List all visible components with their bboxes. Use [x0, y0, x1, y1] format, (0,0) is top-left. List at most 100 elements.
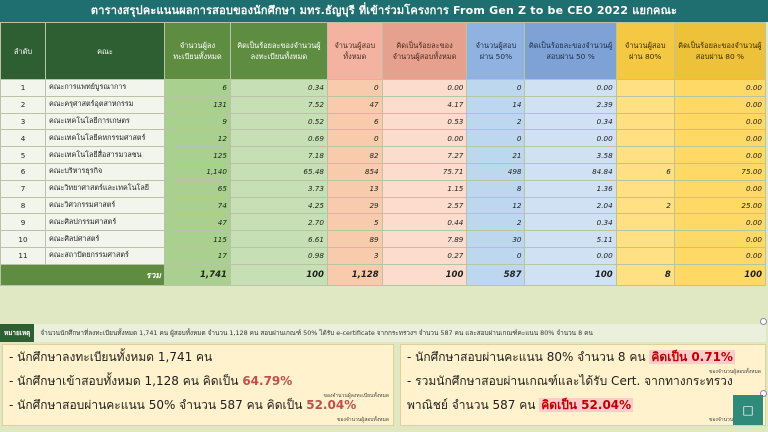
faculty-cell: คณะเทคโนโลยีคหกรรมศาสตร์: [45, 129, 165, 148]
table-cell: 125: [164, 146, 231, 164]
table-cell: 1.36: [524, 179, 617, 198]
table-cell: 0.69: [229, 129, 328, 148]
table-cell: 0.00: [381, 129, 468, 148]
table-cell: 4.17: [381, 95, 468, 114]
header-faculty: คณะ: [45, 22, 165, 80]
faculty-cell: คณะวิทยาศาสตร์และเทคโนโลยี: [45, 179, 165, 198]
table-cell: 4: [0, 129, 46, 148]
summary-line: - นักศึกษาสอบผ่านคะแนน 50% จำนวน 587 คน …: [3, 393, 393, 423]
total-cell: 1,128: [326, 263, 383, 286]
table-cell: 25.00: [673, 196, 767, 215]
table-cell: 2.04: [524, 196, 617, 215]
table-cell: 47: [164, 213, 231, 232]
summary-text: - รวมนักศึกษาสอบผ่านเกณฑ์และได้รับ Cert.…: [407, 374, 733, 388]
summary-subnote: ของจำนวนผู้ลงทะเบียนทั้งหมด: [323, 393, 389, 399]
table-cell: 3: [0, 112, 46, 131]
table-cell: 0.00: [673, 112, 767, 131]
table-cell: 0.00: [673, 213, 767, 232]
table-cell: 14: [466, 95, 526, 114]
table-cell: 0.00: [673, 79, 767, 97]
summary-text: พาณิชย์ จำนวน 587 คน: [407, 398, 540, 412]
table-cell: 3: [326, 246, 383, 265]
table-cell: 2: [0, 95, 46, 114]
table-cell: 0: [466, 246, 526, 265]
table-cell: 4.25: [229, 196, 328, 215]
table-cell: 6: [164, 79, 231, 97]
table-row: 6 คณะบริหารธุรกิจ 1,140 65.48 854 75.71 498 84.…: [0, 162, 767, 181]
table-cell: 2: [466, 213, 526, 232]
total-cell: 100: [524, 263, 617, 286]
header-examined: จำนวนผู้สอบทั้งหมด: [326, 22, 383, 80]
table-cell: 12: [164, 129, 231, 148]
table-cell: 0.00: [673, 129, 767, 148]
table-cell: 8: [466, 179, 526, 198]
summary-line: พาณิชย์ จำนวน 587 คน คิดเป็น 52.04%ของจำ…: [401, 393, 765, 423]
table-header-row: ลำดับ คณะ จำนวนผู้ลงทะเบียนทั้งหมด คิดเป…: [0, 22, 767, 80]
table-cell: 82: [326, 146, 383, 164]
table-cell: [615, 230, 675, 248]
table-cell: [615, 146, 675, 164]
summary-text: - นักศึกษาสอบผ่านคะแนน 50% จำนวน 587 คน …: [9, 398, 307, 412]
table-cell: 0: [466, 79, 526, 97]
table-cell: 0.00: [673, 230, 767, 248]
summary-highlight: 64.79%: [242, 374, 293, 388]
table-cell: 6: [326, 112, 383, 131]
table-cell: 89: [326, 230, 383, 248]
header-pass80-pct: คิดเป็นร้อยละของจำนวนผู้สอบผ่าน 80 %: [673, 22, 767, 80]
table-cell: 65.48: [229, 162, 328, 181]
table-cell: [615, 246, 675, 265]
table-cell: [615, 112, 675, 131]
summary-subnote: ของจำนวนผู้สอบทั้งหมด: [337, 417, 389, 423]
faculty-cell: คณะวิศวกรรมศาสตร์: [45, 196, 165, 215]
table-cell: 0.34: [524, 213, 617, 232]
table-row: 4 คณะเทคโนโลยีคหกรรมศาสตร์ 12 0.69 0 0.00 0 0.0…: [0, 129, 767, 148]
table-cell: 0.00: [381, 79, 468, 97]
table-cell: 1: [0, 79, 46, 97]
table-cell: 9: [164, 112, 231, 131]
header-registered: จำนวนผู้ลงทะเบียนทั้งหมด: [164, 22, 231, 80]
total-cell: 8: [615, 263, 675, 286]
summary-right-box: - นักศึกษาสอบผ่านคะแนน 80% จำนวน 8 คน คิ…: [400, 344, 766, 426]
table-cell: 854: [326, 162, 383, 181]
summary-text: - นักศึกษาสอบผ่านคะแนน 80% จำนวน 8 คน: [407, 350, 650, 364]
results-table: ลำดับ คณะ จำนวนผู้ลงทะเบียนทั้งหมด คิดเป…: [0, 22, 767, 286]
table-cell: 8: [0, 196, 46, 215]
table-cell: 0.53: [381, 112, 468, 131]
faculty-cell: คณะศิลปกรรมศาสตร์: [45, 213, 165, 232]
summary-text: - นักศึกษาเข้าสอบทั้งหมด 1,128 คน คิดเป็…: [9, 374, 243, 388]
table-cell: 6.61: [229, 230, 328, 248]
table-cell: 7.18: [229, 146, 328, 164]
table-row: 5 คณะเทคโนโลยีสื่อสารมวลชน 125 7.18 82 7.27 21…: [0, 146, 767, 164]
summary-line: - นักศึกษาสอบผ่านคะแนน 80% จำนวน 8 คน คิ…: [401, 345, 765, 375]
table-cell: 9: [0, 213, 46, 232]
table-row: 8 คณะวิศวกรรมศาสตร์ 74 4.25 29 2.57 12 2.04 2 25.…: [0, 196, 767, 215]
table-cell: 5: [0, 146, 46, 164]
table-cell: 7.52: [229, 95, 328, 114]
total-cell: 100: [381, 263, 468, 286]
total-cell: 100: [673, 263, 767, 286]
next-slide-button[interactable]: □: [733, 395, 763, 425]
table-cell: 0.98: [229, 246, 328, 265]
table-cell: 75.00: [673, 162, 767, 181]
faculty-cell: คณะบริหารธุรกิจ: [45, 162, 165, 181]
table-cell: 2: [615, 196, 675, 215]
table-cell: 0.44: [381, 213, 468, 232]
table-cell: 0.00: [673, 246, 767, 265]
faculty-cell: คณะเทคโนโลยีสื่อสารมวลชน: [45, 146, 165, 164]
table-cell: 0: [326, 79, 383, 97]
faculty-cell: คณะครุศาสตร์อุตสาหกรรม: [45, 95, 165, 114]
table-cell: 0.00: [673, 179, 767, 198]
table-cell: [615, 179, 675, 198]
table-cell: 75.71: [381, 162, 468, 181]
table-cell: 47: [326, 95, 383, 114]
table-cell: 0.34: [229, 79, 328, 97]
table-cell: 2.57: [381, 196, 468, 215]
summary-line: - นักศึกษาลงทะเบียนทั้งหมด 1,741 คน: [3, 345, 393, 369]
table-cell: 0.27: [381, 246, 468, 265]
table-row: 2 คณะครุศาสตร์อุตสาหกรรม 131 7.52 47 4.17 14 2.…: [0, 95, 767, 114]
header-examined-pct: คิดเป็นร้อยละของจำนวนผู้สอบทั้งหมด: [381, 22, 468, 80]
table-cell: 115: [164, 230, 231, 248]
table-cell: 7.89: [381, 230, 468, 248]
table-cell: 11: [0, 246, 46, 265]
table-cell: 1.15: [381, 179, 468, 198]
